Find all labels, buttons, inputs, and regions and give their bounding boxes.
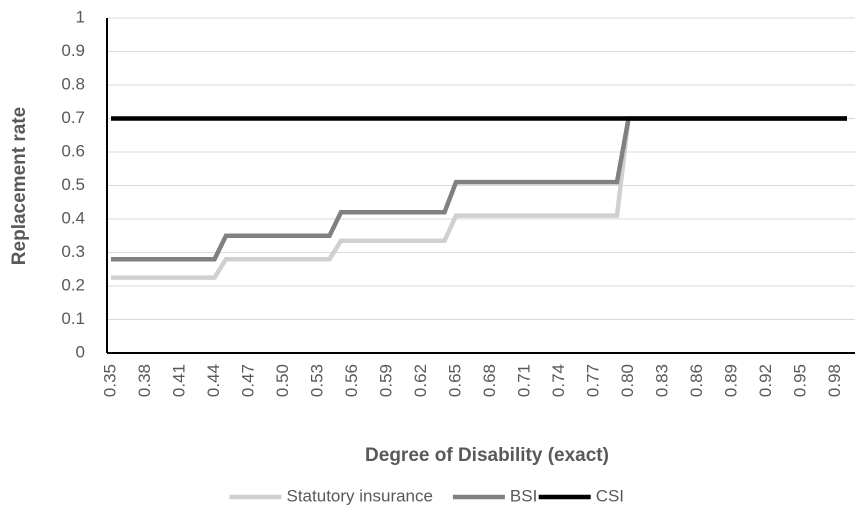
x-tick-label: 0.80 [618,364,637,397]
y-tick-label: 0.9 [61,41,85,60]
x-tick-label: 0.95 [790,364,809,397]
x-tick-label: 0.50 [273,364,292,397]
x-tick-label: 0.71 [514,364,533,397]
x-tick-label: 0.74 [549,364,568,397]
legend-label: Statutory insurance [287,486,433,505]
y-tick-label: 0 [76,342,85,361]
x-tick-label: 0.98 [825,364,844,397]
x-axis-title: Degree of Disability (exact) [365,445,609,466]
legend-label: CSI [596,486,624,505]
x-tick-label: 0.47 [238,364,257,397]
x-tick-label: 0.83 [652,364,671,397]
x-tick-label: 0.56 [342,364,361,397]
legend-label: BSI [510,486,537,505]
x-tick-label: 0.65 [445,364,464,397]
x-tick-label: 0.89 [721,364,740,397]
x-tick-label: 0.92 [756,364,775,397]
y-axis-title: Replacement rate [9,107,30,265]
x-tick-label: 0.77 [583,364,602,397]
y-tick-label: 1 [76,7,85,26]
line-series [111,116,847,280]
x-tick-label: 0.35 [100,364,119,397]
y-tick-label: 0.3 [61,242,85,261]
x-tick-label: 0.41 [169,364,188,397]
y-tick-label: 0.1 [61,309,85,328]
x-tick-label: 0.59 [376,364,395,397]
y-tick-label: 0.6 [61,141,85,160]
line-series [111,116,847,262]
x-tick-label: 0.53 [307,364,326,397]
x-tick-label: 0.38 [135,364,154,397]
y-tick-label: 0.5 [61,175,85,194]
x-tick-label: 0.86 [687,364,706,397]
x-tick-label: 0.68 [480,364,499,397]
y-tick-label: 0.2 [61,275,85,294]
x-tick-label: 0.44 [204,364,223,397]
y-tick-label: 0.7 [61,108,85,127]
x-tick-label: 0.62 [411,364,430,397]
y-tick-label: 0.4 [61,208,85,227]
y-tick-label: 0.8 [61,74,85,93]
